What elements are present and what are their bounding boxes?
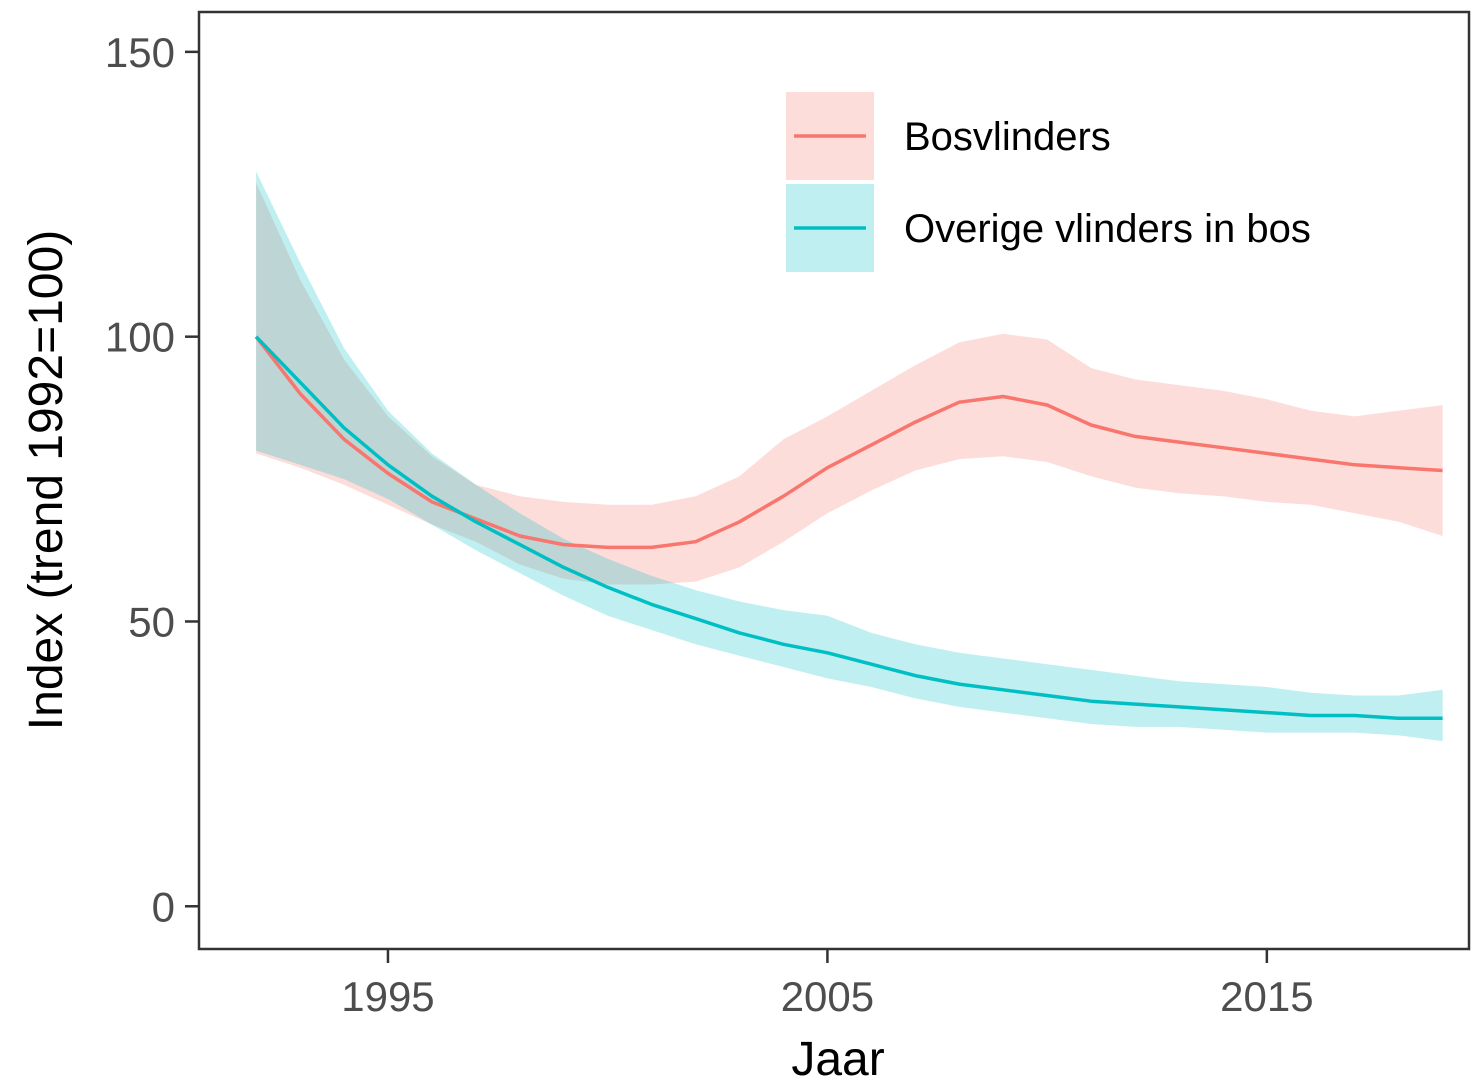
legend: Bosvlinders Overige vlinders in bos	[786, 92, 1311, 272]
legend-label-bosvlinders: Bosvlinders	[904, 115, 1111, 159]
y-tick-label-100: 100	[105, 314, 175, 361]
confidence-bands	[256, 171, 1443, 742]
x-tick-label-2015: 2015	[1220, 973, 1313, 1020]
x-tick-label-2005: 2005	[781, 973, 874, 1020]
band-bosvlinders	[256, 182, 1443, 585]
legend-label-overige-vlinders-in-bos: Overige vlinders in bos	[904, 207, 1311, 251]
y-tick-label-150: 150	[105, 29, 175, 76]
y-axis-title: Index (trend 1992=100)	[20, 230, 73, 730]
y-axis: 0 50 100 150	[105, 29, 199, 930]
x-tick-label-1995: 1995	[341, 973, 434, 1020]
y-tick-label-50: 50	[128, 598, 175, 645]
y-tick-label-0: 0	[152, 883, 175, 930]
plot-panel-border	[197, 10, 1471, 951]
line-overige-vlinders-in-bos	[254, 335, 1443, 721]
series-lines	[254, 335, 1443, 721]
x-axis-title: Jaar	[791, 1033, 884, 1086]
band-overige-vlinders-in-bos	[256, 171, 1443, 742]
x-axis: 1995 2005 2015	[341, 949, 1314, 1020]
